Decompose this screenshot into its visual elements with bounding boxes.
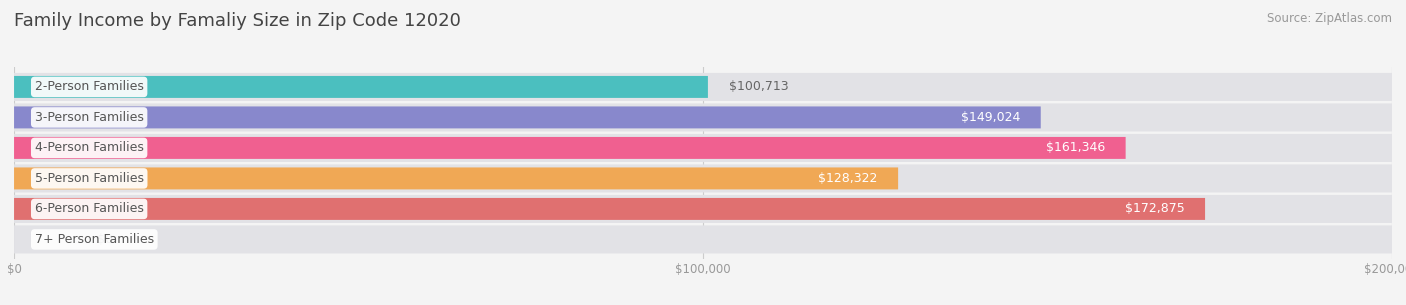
Text: $172,875: $172,875	[1125, 203, 1184, 215]
FancyBboxPatch shape	[14, 195, 1392, 223]
Text: 4-Person Families: 4-Person Families	[35, 142, 143, 154]
FancyBboxPatch shape	[14, 164, 1392, 192]
Text: $0: $0	[97, 233, 112, 246]
FancyBboxPatch shape	[14, 134, 1392, 162]
FancyBboxPatch shape	[14, 73, 1392, 101]
Text: 7+ Person Families: 7+ Person Families	[35, 233, 153, 246]
FancyBboxPatch shape	[14, 225, 1392, 253]
FancyBboxPatch shape	[14, 106, 1040, 128]
Text: $128,322: $128,322	[818, 172, 877, 185]
Text: Source: ZipAtlas.com: Source: ZipAtlas.com	[1267, 12, 1392, 25]
FancyBboxPatch shape	[14, 137, 1126, 159]
Text: $161,346: $161,346	[1046, 142, 1105, 154]
Text: 3-Person Families: 3-Person Families	[35, 111, 143, 124]
Text: Family Income by Famaliy Size in Zip Code 12020: Family Income by Famaliy Size in Zip Cod…	[14, 12, 461, 30]
Text: 2-Person Families: 2-Person Families	[35, 81, 143, 93]
FancyBboxPatch shape	[14, 76, 707, 98]
FancyBboxPatch shape	[14, 198, 1205, 220]
Text: 5-Person Families: 5-Person Families	[35, 172, 143, 185]
FancyBboxPatch shape	[14, 167, 898, 189]
Text: 6-Person Families: 6-Person Families	[35, 203, 143, 215]
Text: $100,713: $100,713	[728, 81, 789, 93]
FancyBboxPatch shape	[14, 103, 1392, 131]
Text: $149,024: $149,024	[960, 111, 1021, 124]
